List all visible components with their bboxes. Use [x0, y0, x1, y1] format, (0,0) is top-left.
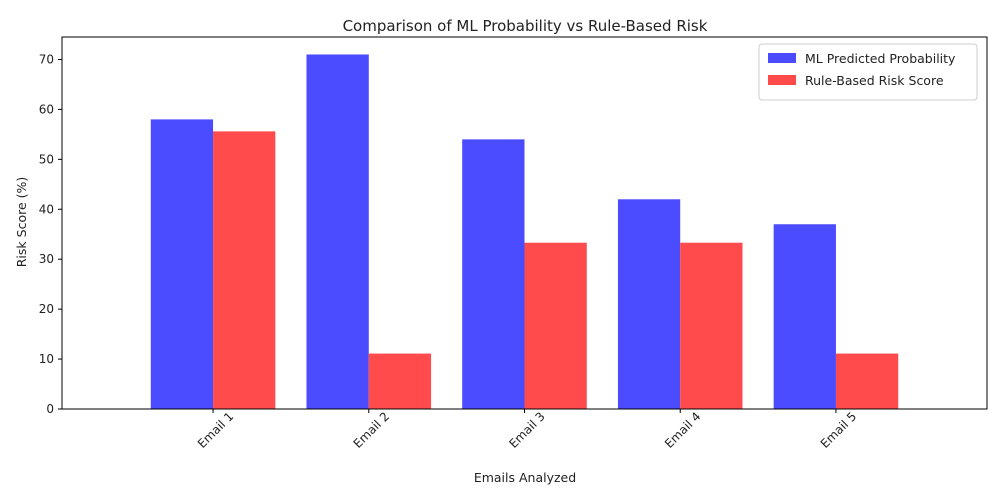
y-tick-label: 70 — [39, 52, 54, 66]
y-tick-label: 10 — [39, 352, 54, 366]
bar-ml-3 — [462, 139, 525, 409]
bars-group — [150, 54, 899, 410]
bar-rule-1 — [213, 131, 276, 409]
bar-ml-4 — [617, 199, 681, 409]
bar-rule-5 — [835, 353, 899, 409]
chart-title: Comparison of ML Probability vs Rule-Bas… — [343, 17, 708, 35]
legend-swatch — [768, 75, 796, 85]
y-axis: 0 10 20 30 40 50 60 70 — [39, 52, 62, 416]
x-axis-label: Emails Analyzed — [474, 470, 576, 485]
y-tick-label: 0 — [46, 402, 54, 416]
y-tick-label: 40 — [39, 202, 54, 216]
y-axis-label: Risk Score (%) — [14, 177, 29, 268]
legend-box — [758, 43, 978, 101]
y-tick-label: 60 — [39, 102, 54, 116]
legend-label: Rule-Based Risk Score — [805, 73, 944, 88]
bar-ml-1 — [150, 119, 214, 410]
y-tick-label: 30 — [39, 252, 54, 266]
bar-ml-2 — [306, 54, 369, 410]
bar-rule-4 — [680, 242, 743, 409]
y-tick-label: 50 — [39, 152, 54, 166]
bar-rule-2 — [368, 353, 432, 409]
plot-frame — [61, 36, 988, 410]
y-tick-label: 20 — [39, 302, 54, 316]
bar-ml-5 — [773, 224, 836, 409]
legend-swatch — [768, 53, 796, 63]
bar-rule-3 — [524, 242, 587, 409]
legend: ML Predicted Probability Rule-Based Risk … — [758, 43, 978, 101]
legend-label: ML Predicted Probability — [805, 51, 956, 66]
